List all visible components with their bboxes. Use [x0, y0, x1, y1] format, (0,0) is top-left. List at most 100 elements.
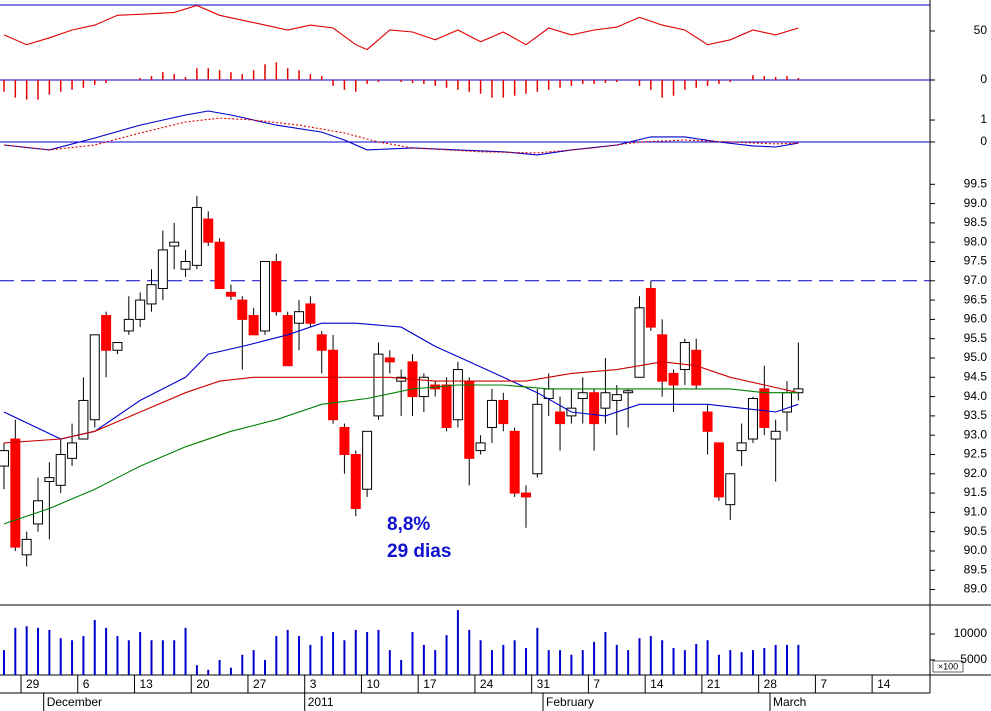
y-tick-label: 96.5 [964, 292, 988, 306]
month-label: February [546, 695, 594, 709]
candle-body [509, 430, 520, 494]
candle-body [237, 299, 248, 320]
x-tick-label: 7 [593, 677, 600, 691]
y-tick-label: 10000 [954, 626, 988, 640]
candle-body [180, 260, 191, 270]
candle-body [21, 538, 32, 556]
candle-body [123, 318, 134, 332]
indicator-line [3, 384, 799, 525]
candle-body [623, 390, 634, 394]
x-tick-label: 28 [764, 677, 778, 691]
candle-body [475, 442, 486, 452]
candle-body [169, 241, 180, 247]
candle-body [101, 315, 112, 351]
y-tick-label: 1 [980, 112, 987, 126]
indicator-line [3, 110, 799, 156]
candle-body [747, 398, 758, 440]
candle-body [146, 284, 157, 305]
candle-body [89, 334, 100, 421]
x-tick-label: 17 [423, 677, 437, 691]
candle-body [55, 453, 66, 486]
x-tick-label: 3 [310, 677, 317, 691]
candle-body [600, 392, 611, 409]
indicator-line [3, 322, 799, 440]
y-tick-label: 96.0 [964, 312, 988, 326]
candle-body [214, 241, 225, 290]
y-tick-label: 99.5 [964, 176, 988, 190]
candle-body [736, 442, 747, 452]
y-tick-label: 97.5 [964, 254, 988, 268]
x-tick-label: 21 [707, 677, 721, 691]
candle-body [67, 442, 78, 459]
candle-body [611, 394, 622, 401]
y-tick-label: 90.5 [964, 524, 988, 538]
candle-body [271, 260, 282, 313]
y-tick-label: 91.0 [964, 505, 988, 519]
annotation: 29 dias [387, 541, 451, 562]
month-label: December [47, 695, 102, 709]
candle-body [373, 353, 384, 417]
candle-body [634, 307, 645, 378]
candle-body [679, 342, 690, 371]
candle-body [396, 376, 407, 382]
indicator-line [3, 361, 799, 444]
x-tick-label: 7 [820, 677, 827, 691]
candle-body [418, 376, 429, 398]
candle-body [498, 399, 509, 425]
candle-body [668, 372, 679, 386]
y-tick-label: 98.0 [964, 234, 988, 248]
y-tick-label: 93.0 [964, 427, 988, 441]
candle-body [305, 303, 316, 324]
y-tick-label: 95.5 [964, 331, 988, 345]
candle-body [384, 357, 395, 363]
y-tick-label: 94.5 [964, 369, 988, 383]
candle-body [248, 315, 259, 336]
candle-body [452, 369, 463, 421]
candle-body [441, 384, 452, 428]
candle-body [350, 453, 361, 510]
candle-body [44, 477, 55, 482]
y-tick-label: 99.0 [964, 196, 988, 210]
x-tick-label: 20 [196, 677, 210, 691]
candle-body [316, 334, 327, 351]
y-tick-label: 92.0 [964, 466, 988, 480]
x-tick-label: 13 [139, 677, 153, 691]
candle-body [0, 450, 9, 467]
candle-body [486, 399, 497, 428]
candle-body [225, 291, 236, 297]
candle-body [10, 438, 21, 548]
candle-body [725, 473, 736, 506]
candle-body [759, 388, 770, 428]
y-tick-label: 97.0 [964, 273, 988, 287]
candle-body [157, 249, 168, 290]
candle-body [339, 426, 350, 455]
month-label: March [773, 695, 806, 709]
x-tick-label: 14 [650, 677, 664, 691]
x-tick-label: 14 [877, 677, 891, 691]
y-tick-label: 98.5 [964, 215, 988, 229]
x-tick-label: 10 [366, 677, 380, 691]
candle-body [191, 206, 202, 266]
candle-body [78, 399, 89, 440]
candle-body [555, 411, 566, 425]
candle-body [770, 430, 781, 440]
y-tick-label: 91.5 [964, 485, 988, 499]
y-tick-label: 95.0 [964, 350, 988, 364]
y-tick-label: 5000 [960, 652, 987, 666]
y-tick-label: 0 [980, 134, 987, 148]
candle-body [362, 430, 373, 490]
indicator-line [3, 4, 799, 51]
candle-body [702, 411, 713, 432]
candle-body [645, 288, 656, 328]
y-tick-label: 92.5 [964, 447, 988, 461]
candle-body [589, 392, 600, 425]
candle-body [282, 315, 293, 367]
candle-body [328, 349, 339, 421]
x-tick-label: 29 [26, 677, 40, 691]
y-tick-label: 50 [974, 23, 988, 37]
x-tick-label: 31 [537, 677, 551, 691]
candle-body [532, 403, 543, 475]
candle-body [259, 260, 270, 332]
